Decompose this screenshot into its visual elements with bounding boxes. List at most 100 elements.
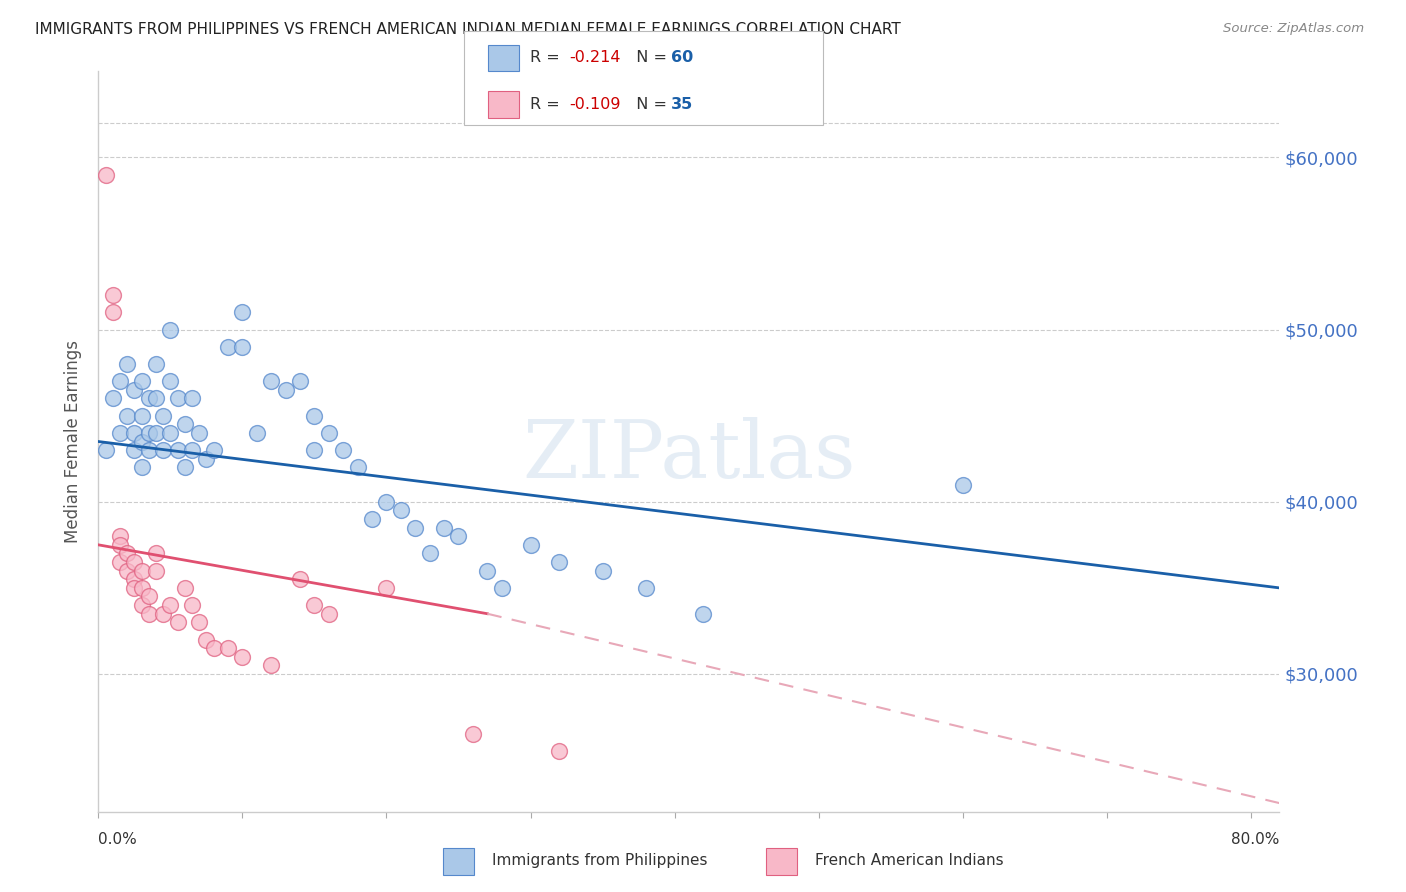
Point bbox=[304, 598, 326, 612]
Point bbox=[152, 443, 174, 458]
Point bbox=[101, 288, 124, 302]
Point bbox=[159, 598, 181, 612]
Point bbox=[124, 383, 146, 397]
Point bbox=[124, 581, 146, 595]
Point bbox=[188, 615, 211, 630]
Point bbox=[124, 572, 146, 586]
Text: Source: ZipAtlas.com: Source: ZipAtlas.com bbox=[1223, 22, 1364, 36]
Text: -0.214: -0.214 bbox=[569, 51, 621, 65]
Point bbox=[131, 374, 153, 388]
Y-axis label: Median Female Earnings: Median Female Earnings bbox=[65, 340, 83, 543]
Point bbox=[461, 727, 484, 741]
Point bbox=[138, 392, 160, 406]
Point bbox=[195, 632, 218, 647]
Point bbox=[138, 607, 160, 621]
Text: ZIPatlas: ZIPatlas bbox=[522, 417, 856, 495]
Point bbox=[173, 581, 195, 595]
Point bbox=[181, 598, 204, 612]
Point bbox=[952, 477, 974, 491]
Point bbox=[260, 658, 283, 673]
Point bbox=[274, 383, 297, 397]
Point bbox=[188, 425, 211, 440]
Point bbox=[152, 607, 174, 621]
Point bbox=[173, 417, 195, 432]
Point bbox=[332, 443, 354, 458]
Point bbox=[375, 581, 398, 595]
Point bbox=[231, 305, 253, 319]
Point bbox=[131, 460, 153, 475]
Point bbox=[318, 425, 340, 440]
Point bbox=[304, 443, 326, 458]
Text: N =: N = bbox=[626, 97, 672, 112]
Text: Immigrants from Philippines: Immigrants from Philippines bbox=[492, 854, 707, 868]
Point bbox=[108, 529, 131, 543]
Point bbox=[115, 357, 138, 371]
Point bbox=[166, 392, 188, 406]
Point bbox=[361, 512, 384, 526]
Point bbox=[181, 443, 204, 458]
Point bbox=[115, 546, 138, 560]
Point bbox=[477, 564, 499, 578]
Point bbox=[202, 641, 225, 656]
Point bbox=[131, 581, 153, 595]
Point bbox=[166, 443, 188, 458]
Point bbox=[634, 581, 657, 595]
Point bbox=[124, 555, 146, 569]
Point bbox=[115, 564, 138, 578]
Point bbox=[145, 357, 167, 371]
Point bbox=[131, 598, 153, 612]
Point bbox=[548, 744, 571, 758]
Point bbox=[131, 564, 153, 578]
Point bbox=[145, 546, 167, 560]
Point bbox=[692, 607, 714, 621]
Point bbox=[202, 443, 225, 458]
Point bbox=[124, 443, 146, 458]
Point bbox=[94, 168, 117, 182]
Text: 60: 60 bbox=[671, 51, 693, 65]
Text: 80.0%: 80.0% bbox=[1232, 832, 1279, 847]
Point bbox=[304, 409, 326, 423]
Text: IMMIGRANTS FROM PHILIPPINES VS FRENCH AMERICAN INDIAN MEDIAN FEMALE EARNINGS COR: IMMIGRANTS FROM PHILIPPINES VS FRENCH AM… bbox=[35, 22, 901, 37]
Point bbox=[389, 503, 412, 517]
Text: 35: 35 bbox=[671, 97, 693, 112]
Point bbox=[108, 555, 131, 569]
Point bbox=[181, 392, 204, 406]
Point bbox=[288, 572, 311, 586]
Point bbox=[231, 649, 253, 664]
Point bbox=[346, 460, 368, 475]
Point bbox=[159, 425, 181, 440]
Point bbox=[491, 581, 513, 595]
Point bbox=[548, 555, 571, 569]
Point bbox=[375, 495, 398, 509]
Point bbox=[131, 434, 153, 449]
Point bbox=[447, 529, 470, 543]
Point bbox=[108, 425, 131, 440]
Point bbox=[166, 615, 188, 630]
Point bbox=[592, 564, 614, 578]
Point bbox=[115, 409, 138, 423]
Point bbox=[260, 374, 283, 388]
Point bbox=[101, 392, 124, 406]
Point bbox=[101, 305, 124, 319]
Point bbox=[145, 564, 167, 578]
Point bbox=[288, 374, 311, 388]
Point bbox=[404, 521, 426, 535]
Point bbox=[246, 425, 269, 440]
Point bbox=[519, 538, 541, 552]
Text: French American Indians: French American Indians bbox=[815, 854, 1004, 868]
Text: N =: N = bbox=[626, 51, 672, 65]
Text: -0.109: -0.109 bbox=[569, 97, 621, 112]
Point bbox=[173, 460, 195, 475]
Text: 0.0%: 0.0% bbox=[98, 832, 138, 847]
Point bbox=[159, 374, 181, 388]
Point bbox=[138, 425, 160, 440]
Text: R =: R = bbox=[530, 51, 565, 65]
Point bbox=[145, 392, 167, 406]
Point bbox=[217, 641, 239, 656]
Point bbox=[318, 607, 340, 621]
Point bbox=[145, 425, 167, 440]
Point bbox=[159, 323, 181, 337]
Text: R =: R = bbox=[530, 97, 565, 112]
Point bbox=[419, 546, 441, 560]
Point bbox=[124, 425, 146, 440]
